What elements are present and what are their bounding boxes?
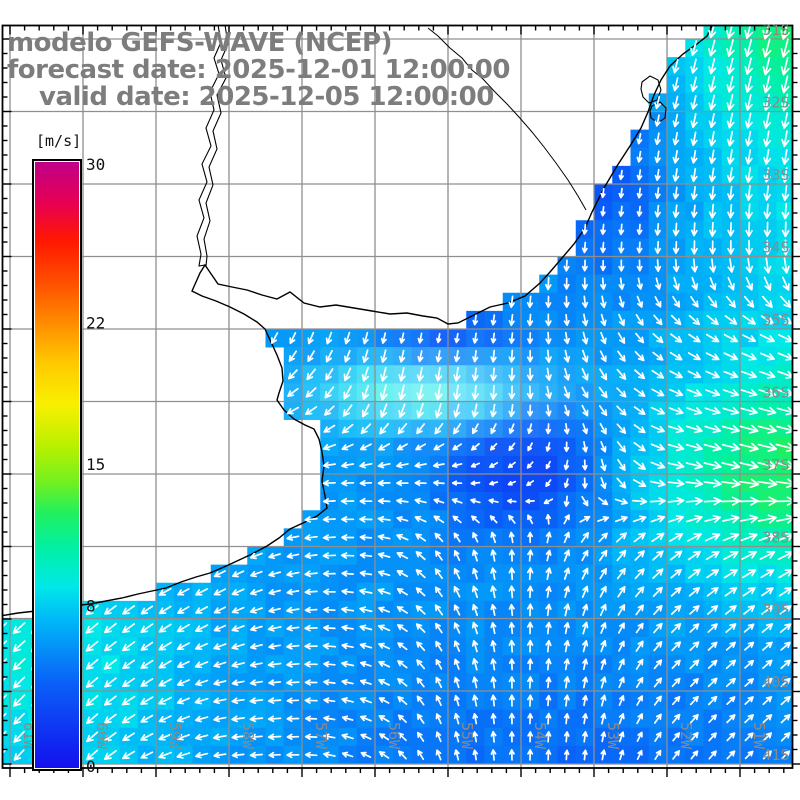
colorbar-tick-label: 8 — [86, 596, 96, 615]
colorbar-gradient — [35, 162, 79, 768]
coastal-lagoon — [649, 101, 667, 124]
colorbar-tick-label: 0 — [86, 757, 96, 776]
forecast-date-label: forecast date: 2025-12-01 12:00:00 — [7, 55, 510, 85]
lat-labels: 31S 32S 33S 34S 35S 36S 37S 38S 39S 40S 41S — [762, 21, 789, 764]
valid-date-label: valid date: 2025-12-05 12:00:00 — [39, 82, 494, 112]
colorbar-tick-label: 22 — [86, 314, 105, 333]
lon-label: 56W — [385, 722, 403, 750]
lat-label: 31S — [762, 21, 789, 39]
colorbar-tick-label: 30 — [86, 155, 105, 174]
lat-label: 40S — [762, 673, 789, 691]
lon-label: 57W — [312, 722, 330, 750]
coastal-lagoon — [640, 75, 662, 104]
lon-label: 51W — [750, 722, 768, 750]
lat-label: 36S — [762, 384, 789, 402]
model-title: modelo GEFS-WAVE (NCEP) — [7, 28, 392, 58]
lon-label: 60W — [93, 722, 111, 750]
lon-label: 59W — [166, 722, 184, 750]
river-west-bank — [196, 26, 222, 267]
lon-label: 52W — [677, 722, 695, 750]
lon-label: 55W — [458, 722, 476, 750]
lon-label: 58W — [239, 722, 257, 750]
colorbar-unit-label: [m/s] — [36, 132, 82, 150]
inland-border-line — [427, 27, 587, 211]
grid-lines — [3, 26, 792, 768]
lat-label: 35S — [762, 311, 789, 329]
river-east-bank — [203, 26, 229, 267]
lat-label: 37S — [762, 456, 789, 474]
plot-border — [1, 24, 794, 769]
axis-ticks — [2, 25, 800, 777]
lon-label: 54W — [531, 722, 549, 750]
colorbar: 30 22 15 8 0 — [32, 155, 105, 776]
coastline-path — [3, 26, 713, 617]
wind-arrows — [3, 26, 792, 761]
colorbar-tick-label: 15 — [86, 455, 105, 474]
lat-label: 41S — [762, 746, 789, 764]
lat-label: 32S — [762, 94, 789, 112]
lon-labels: 61W 60W 59W 58W 57W 56W 55W 54W 53W 52W 51W — [20, 722, 768, 750]
lat-label: 34S — [762, 239, 789, 257]
lat-label: 33S — [762, 166, 789, 184]
lat-label: 38S — [762, 529, 789, 547]
lat-label: 39S — [762, 601, 789, 619]
coastline — [3, 26, 713, 617]
lon-label: 53W — [604, 722, 622, 750]
